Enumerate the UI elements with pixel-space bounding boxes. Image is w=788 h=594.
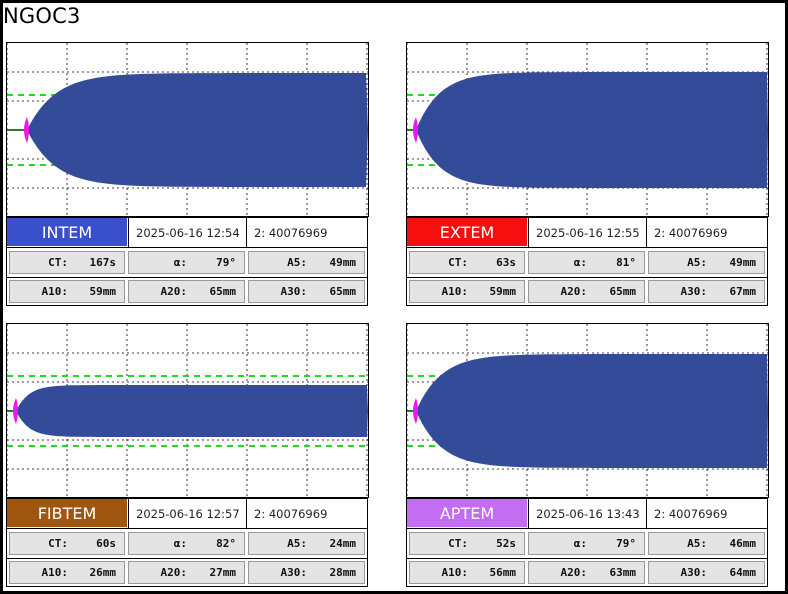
run-id: 2: 40076969 bbox=[254, 506, 328, 521]
fibtem-graph bbox=[6, 323, 369, 498]
a30-param: A30: 64mm bbox=[648, 561, 765, 584]
extem-info-table: EXTEM 2025-06-16 12:55 2: 40076969 CT: 63… bbox=[406, 217, 768, 306]
alpha-param: α: 79° bbox=[128, 251, 245, 274]
row-divider bbox=[7, 558, 367, 559]
panel-fibtem: FIBTEM 2025-06-16 12:57 2: 40076969 CT: 6… bbox=[6, 323, 369, 587]
a10-param: A10: 56mm bbox=[409, 561, 525, 584]
a30-param: A30: 28mm bbox=[248, 561, 365, 584]
run-id: 2: 40076969 bbox=[654, 225, 728, 240]
intem-info-table: INTEM 2025-06-16 12:54 2: 40076969 CT: 16… bbox=[6, 217, 368, 306]
extem-trace-chart bbox=[407, 43, 768, 216]
alpha-param: α: 82° bbox=[128, 532, 245, 555]
a20-param: A20: 63mm bbox=[528, 561, 645, 584]
patient-title: NGOC3 bbox=[3, 4, 81, 28]
intem-trace-chart bbox=[7, 43, 368, 216]
ct-param: CT: 167s bbox=[9, 251, 125, 274]
a10-param: A10: 26mm bbox=[9, 561, 125, 584]
panel-extem: EXTEM 2025-06-16 12:55 2: 40076969 CT: 63… bbox=[406, 42, 769, 306]
a10-param: A10: 59mm bbox=[409, 280, 525, 303]
a5-param: A5: 49mm bbox=[648, 251, 765, 274]
test-datetime: 2025-06-16 12:57 bbox=[128, 499, 247, 528]
alpha-param: α: 79° bbox=[528, 532, 645, 555]
clot-amplitude-trace bbox=[416, 354, 768, 468]
panel-aptem: APTEM 2025-06-16 13:43 2: 40076969 CT: 52… bbox=[406, 323, 769, 587]
intem-graph bbox=[6, 42, 369, 217]
run-id: 2: 40076969 bbox=[654, 506, 728, 521]
ct-param: CT: 60s bbox=[9, 532, 125, 555]
fibtem-trace-chart bbox=[7, 324, 368, 497]
aptem-info-table: APTEM 2025-06-16 13:43 2: 40076969 CT: 52… bbox=[406, 498, 768, 587]
fibtem-info-table: FIBTEM 2025-06-16 12:57 2: 40076969 CT: 6… bbox=[6, 498, 368, 587]
clot-amplitude-trace bbox=[27, 73, 368, 187]
clotting-start-marker bbox=[413, 398, 418, 424]
aptem-graph bbox=[406, 323, 769, 498]
a5-param: A5: 24mm bbox=[248, 532, 365, 555]
alpha-param: α: 81° bbox=[528, 251, 645, 274]
a5-param: A5: 46mm bbox=[648, 532, 765, 555]
panel-intem: INTEM 2025-06-16 12:54 2: 40076969 CT: 16… bbox=[6, 42, 369, 306]
extem-graph bbox=[406, 42, 769, 217]
test-datetime: 2025-06-16 13:43 bbox=[528, 499, 647, 528]
test-name-badge: INTEM bbox=[7, 218, 127, 246]
row-divider bbox=[7, 277, 367, 278]
clotting-start-marker bbox=[13, 398, 18, 424]
a20-param: A20: 65mm bbox=[128, 280, 245, 303]
test-name-badge: FIBTEM bbox=[7, 499, 127, 527]
row-divider bbox=[407, 277, 767, 278]
test-name-badge: EXTEM bbox=[407, 218, 527, 246]
clotting-start-marker bbox=[413, 117, 418, 143]
a30-param: A30: 67mm bbox=[648, 280, 765, 303]
run-id: 2: 40076969 bbox=[254, 225, 328, 240]
test-datetime: 2025-06-16 12:54 bbox=[128, 218, 247, 247]
clotting-start-marker bbox=[24, 117, 29, 143]
a20-param: A20: 65mm bbox=[528, 280, 645, 303]
a10-param: A10: 59mm bbox=[9, 280, 125, 303]
clot-amplitude-trace bbox=[416, 72, 768, 188]
ct-param: CT: 52s bbox=[409, 532, 525, 555]
a30-param: A30: 65mm bbox=[248, 280, 365, 303]
row-divider bbox=[407, 558, 767, 559]
a5-param: A5: 49mm bbox=[248, 251, 365, 274]
clot-amplitude-trace bbox=[16, 385, 368, 437]
a20-param: A20: 27mm bbox=[128, 561, 245, 584]
test-name-badge: APTEM bbox=[407, 499, 527, 527]
aptem-trace-chart bbox=[407, 324, 768, 497]
test-datetime: 2025-06-16 12:55 bbox=[528, 218, 647, 247]
ct-param: CT: 63s bbox=[409, 251, 525, 274]
